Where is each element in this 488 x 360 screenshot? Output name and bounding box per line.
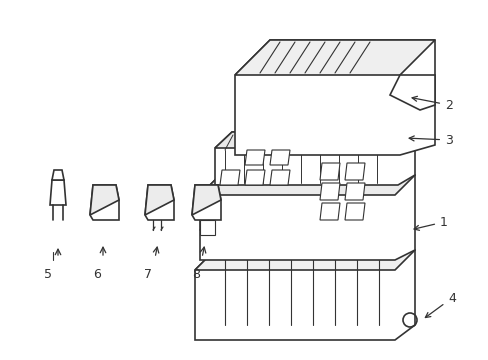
Polygon shape <box>244 150 264 165</box>
Polygon shape <box>90 185 119 215</box>
Polygon shape <box>269 150 289 165</box>
Polygon shape <box>200 175 414 195</box>
Polygon shape <box>319 183 339 200</box>
Polygon shape <box>195 250 414 340</box>
Text: 1: 1 <box>413 216 447 230</box>
Polygon shape <box>235 40 434 75</box>
Polygon shape <box>200 175 414 260</box>
Polygon shape <box>200 220 215 235</box>
Polygon shape <box>90 185 119 220</box>
Polygon shape <box>195 250 414 270</box>
Polygon shape <box>235 40 434 155</box>
Text: 4: 4 <box>425 292 455 318</box>
Polygon shape <box>269 170 289 185</box>
Text: 7: 7 <box>143 268 152 281</box>
Text: 6: 6 <box>93 268 101 281</box>
Polygon shape <box>52 170 64 180</box>
Polygon shape <box>220 170 240 185</box>
Polygon shape <box>319 203 339 220</box>
Polygon shape <box>50 180 66 205</box>
Polygon shape <box>192 185 221 220</box>
Polygon shape <box>192 185 221 215</box>
Polygon shape <box>145 185 174 220</box>
Polygon shape <box>319 163 339 180</box>
Polygon shape <box>215 132 414 185</box>
Polygon shape <box>345 183 364 200</box>
Polygon shape <box>345 163 364 180</box>
Polygon shape <box>389 75 434 110</box>
Polygon shape <box>215 132 414 148</box>
Polygon shape <box>244 170 264 185</box>
Text: 3: 3 <box>408 134 452 147</box>
Polygon shape <box>145 185 174 215</box>
Polygon shape <box>345 203 364 220</box>
Text: 2: 2 <box>411 96 452 112</box>
Text: 8: 8 <box>192 268 200 281</box>
Text: 5: 5 <box>44 268 52 281</box>
